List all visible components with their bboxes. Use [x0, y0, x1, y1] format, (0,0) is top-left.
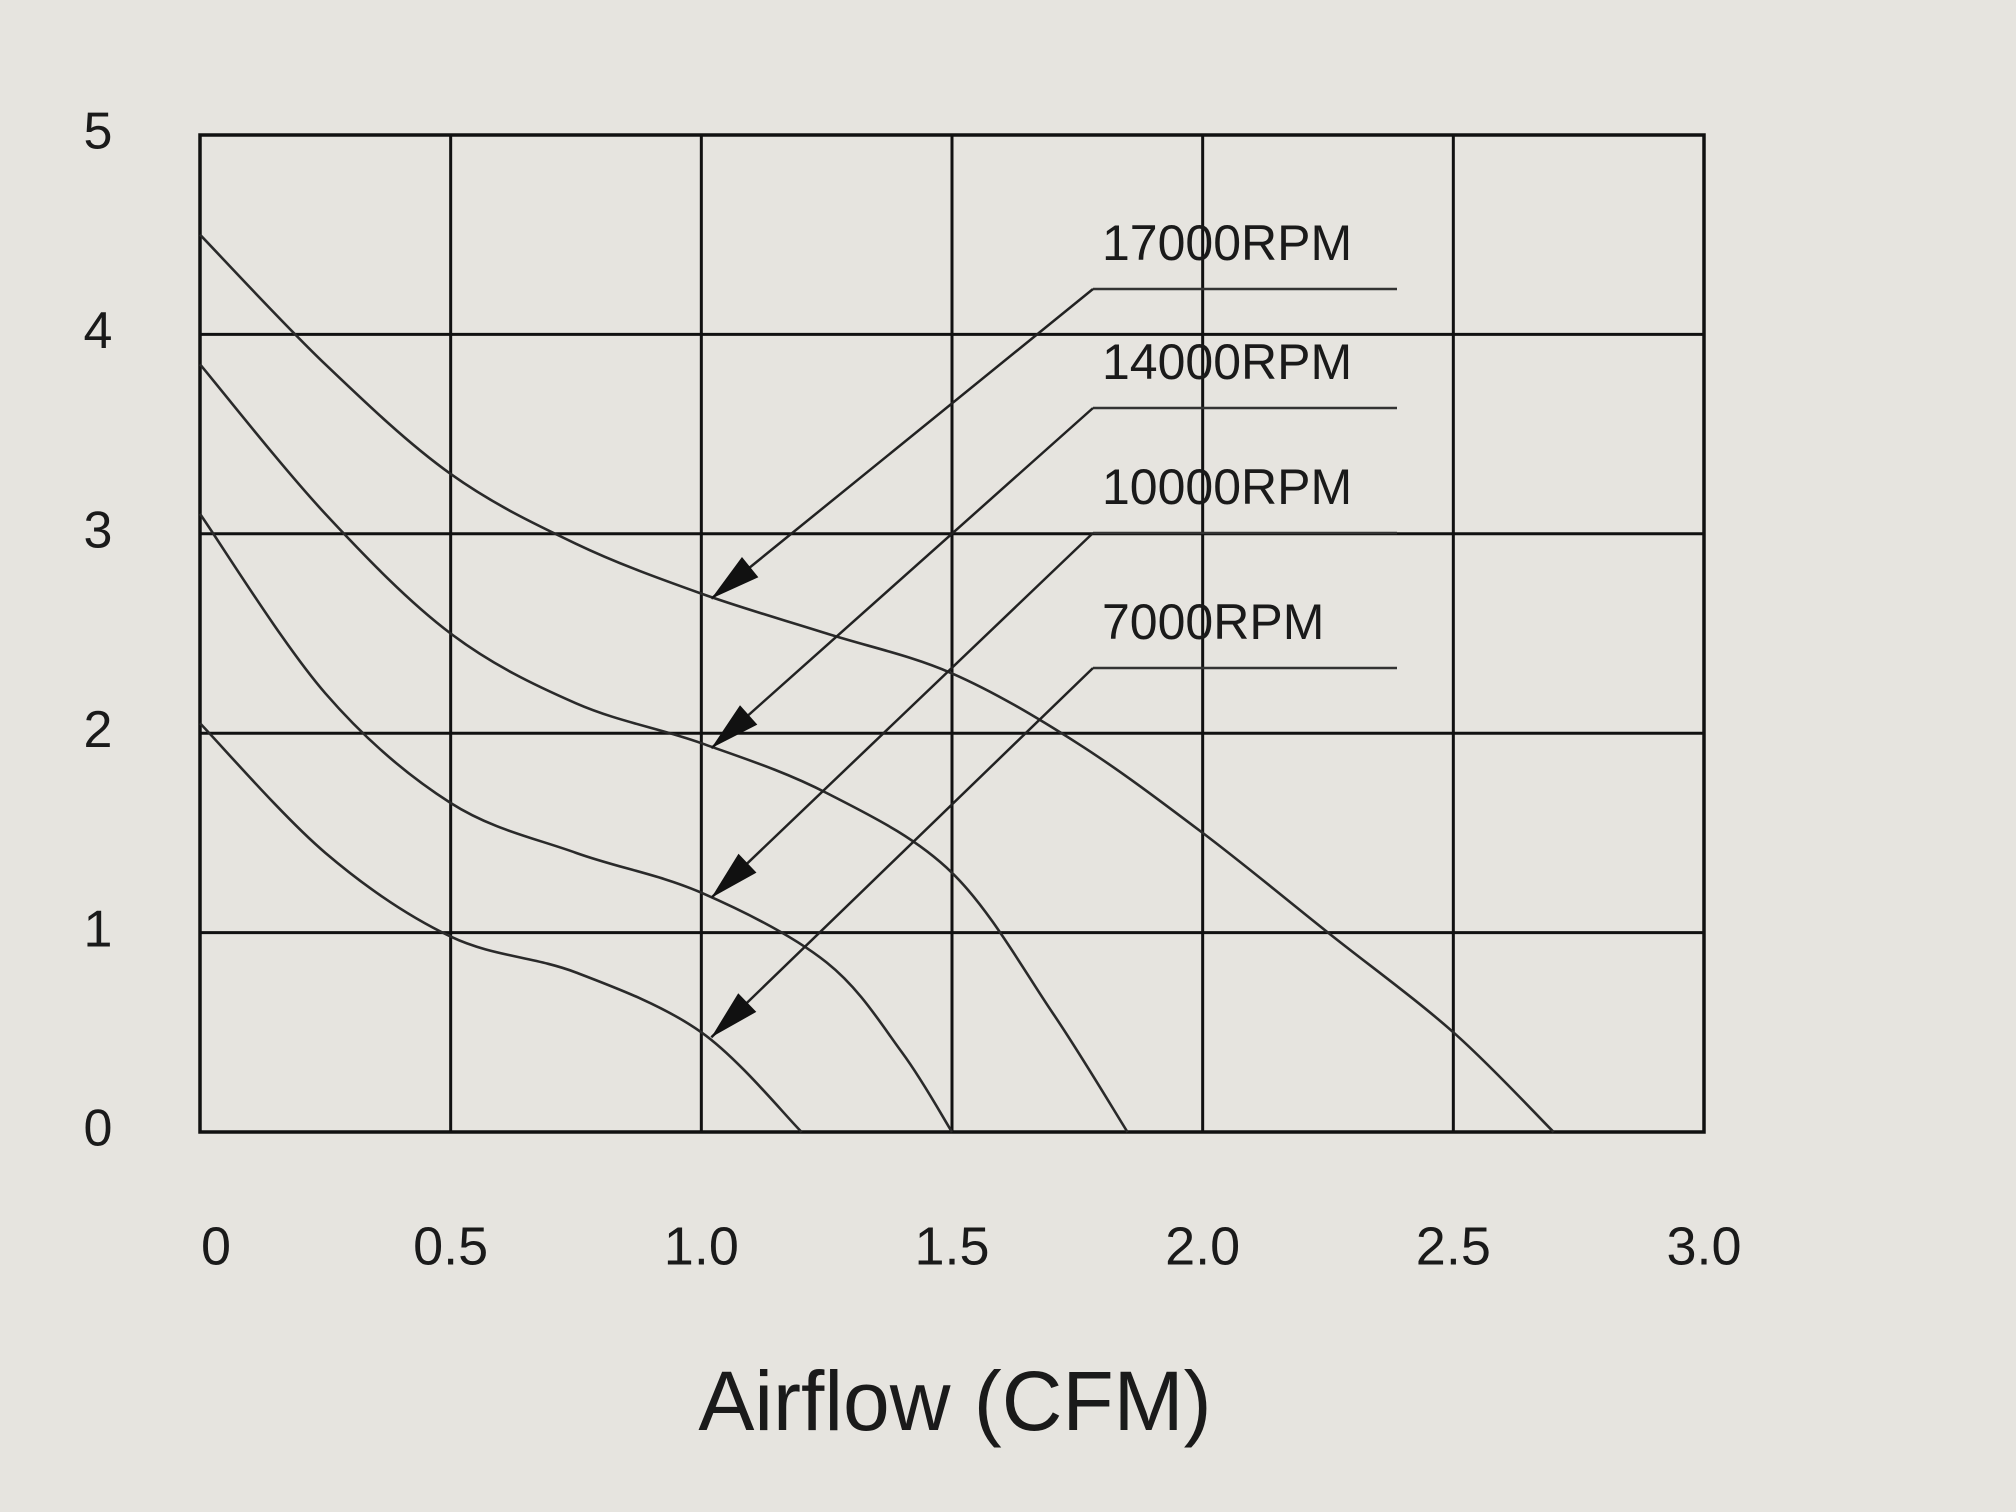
x-tick-label: 2.5 [1416, 1216, 1491, 1276]
x-tick-label: 0.5 [413, 1216, 488, 1276]
x-tick-label: 0 [201, 1216, 231, 1276]
y-tick-label: 5 [84, 103, 113, 161]
x-tick-label: 1.5 [914, 1216, 989, 1276]
y-tick-label: 0 [84, 1100, 113, 1158]
series-line [199, 233, 1555, 1133]
series-label: 14000RPM [1102, 334, 1352, 390]
series-line [199, 363, 1129, 1133]
arrow-head [711, 993, 757, 1038]
series-label: 17000RPM [1102, 215, 1352, 271]
x-axis-label: Airflow (CFM) [698, 1354, 1211, 1448]
x-tick-label: 3.0 [1666, 1216, 1741, 1276]
leader-line [710, 288, 1094, 600]
leader-line [710, 407, 1094, 750]
series-label: 10000RPM [1102, 459, 1352, 515]
y-tick-label: 3 [84, 502, 113, 560]
leader-line [710, 532, 1094, 899]
y-tick-label: 4 [84, 302, 113, 360]
arrow-head [711, 705, 758, 749]
x-tick-label: 2.0 [1165, 1216, 1240, 1276]
y-tick-label: 2 [84, 701, 113, 759]
arrow-head [711, 853, 757, 898]
y-tick-label: 1 [84, 900, 113, 958]
series-line [199, 722, 803, 1133]
x-tick-label: 1.0 [664, 1216, 739, 1276]
series-label: 7000RPM [1102, 594, 1324, 650]
arrow-head [711, 557, 759, 599]
leader-line [710, 667, 1094, 1039]
series-line [198, 513, 954, 1133]
